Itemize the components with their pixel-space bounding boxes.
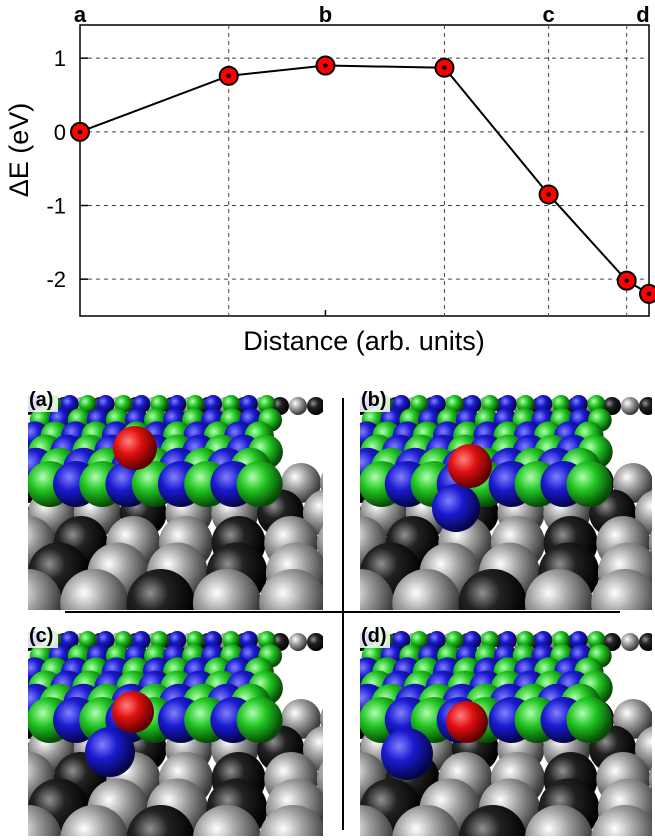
displaced-atom xyxy=(432,484,480,532)
top-label: b xyxy=(319,2,332,27)
structure-panel xyxy=(360,624,652,836)
top-label: a xyxy=(74,2,87,27)
y-axis-label: ΔE (eV) xyxy=(4,103,34,198)
top-label: c xyxy=(542,2,554,27)
adsorbate-atom xyxy=(113,426,157,470)
data-point xyxy=(434,57,455,78)
top-label: d xyxy=(636,2,649,27)
panel-label: (c) xyxy=(29,625,53,647)
x-axis-label: Distance (arb. units) xyxy=(243,326,485,356)
adsorbed-layer xyxy=(360,395,613,507)
adsorbate-atom xyxy=(112,691,154,733)
top-labels: a b c d xyxy=(74,2,650,27)
data-markers xyxy=(70,55,655,304)
panel-label: (b) xyxy=(361,389,387,411)
adsorbate-atom xyxy=(446,701,488,743)
energy-chart: 1 0 -1 -2 a b c d Distance (arb. units) ΔE (eV… xyxy=(4,2,655,356)
displaced-atom xyxy=(381,728,433,780)
y-tick-label: -2 xyxy=(46,267,66,292)
y-ticks: 1 0 -1 -2 xyxy=(46,46,88,292)
panel-label: (a) xyxy=(29,389,53,411)
structure-panels: (a) (b) (c) (d) xyxy=(28,388,652,836)
data-point xyxy=(70,121,90,142)
data-point xyxy=(218,65,239,86)
adsorbate-atom xyxy=(448,444,492,488)
data-point xyxy=(616,270,637,291)
data-point xyxy=(538,184,559,205)
panel-label: (d) xyxy=(361,625,387,647)
y-tick-label: -1 xyxy=(46,193,66,218)
y-tick-label: 0 xyxy=(54,120,66,145)
series-line xyxy=(79,64,650,295)
plot-frame xyxy=(79,24,650,317)
structure-panel xyxy=(28,388,323,610)
displaced-atom xyxy=(85,727,135,777)
data-point xyxy=(315,55,336,76)
grid xyxy=(80,25,649,316)
structure-panel xyxy=(28,624,323,836)
y-tick-label: 1 xyxy=(54,46,66,71)
data-point xyxy=(639,283,655,304)
structure-panel xyxy=(360,388,652,610)
